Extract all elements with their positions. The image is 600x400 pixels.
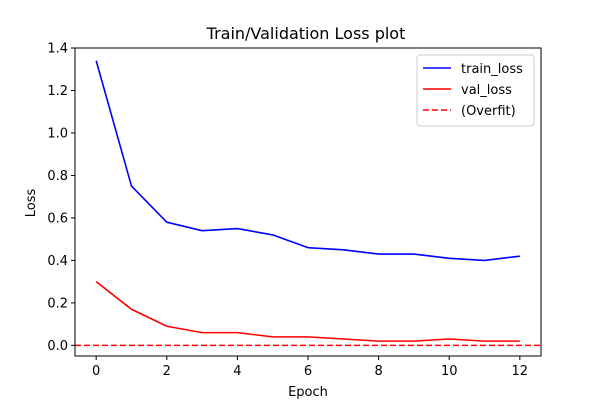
legend: train_loss val_loss (Overfit) bbox=[416, 54, 535, 127]
legend-box bbox=[416, 54, 535, 127]
x-axis-label: Epoch bbox=[288, 385, 328, 400]
y-tick-label: 0.4 bbox=[47, 254, 68, 269]
series-line-val-loss bbox=[95, 281, 520, 342]
x-tick-label: 0 bbox=[92, 364, 100, 379]
x-tick-label: 4 bbox=[233, 364, 241, 379]
y-tick-label: 0.6 bbox=[47, 211, 68, 226]
x-axis: 0 2 4 6 8 10 12 bbox=[92, 356, 528, 379]
x-tick-label: 8 bbox=[374, 364, 382, 379]
y-tick-label: 0.2 bbox=[47, 296, 68, 311]
y-tick-label: 1.2 bbox=[47, 84, 68, 99]
legend-label: train_loss bbox=[461, 62, 523, 77]
chart-title: Train/Validation Loss plot bbox=[206, 24, 406, 43]
x-tick-label: 6 bbox=[304, 364, 312, 379]
y-tick-label: 0.0 bbox=[47, 339, 68, 354]
x-tick-label: 12 bbox=[512, 364, 529, 379]
x-tick-label: 10 bbox=[441, 364, 458, 379]
y-axis-label: Loss bbox=[24, 189, 39, 218]
series-line-train-loss bbox=[95, 60, 520, 262]
x-tick-label: 2 bbox=[163, 364, 171, 379]
plot-area bbox=[75, 60, 541, 347]
y-tick-label: 1.4 bbox=[47, 42, 68, 57]
legend-label: (Overfit) bbox=[461, 104, 516, 119]
y-tick-label: 1.0 bbox=[47, 126, 68, 141]
y-tick-label: 0.8 bbox=[47, 169, 68, 184]
legend-label: val_loss bbox=[461, 83, 512, 98]
y-axis: 0.0 0.2 0.4 0.6 0.8 1.0 1.2 1.4 bbox=[47, 42, 75, 354]
